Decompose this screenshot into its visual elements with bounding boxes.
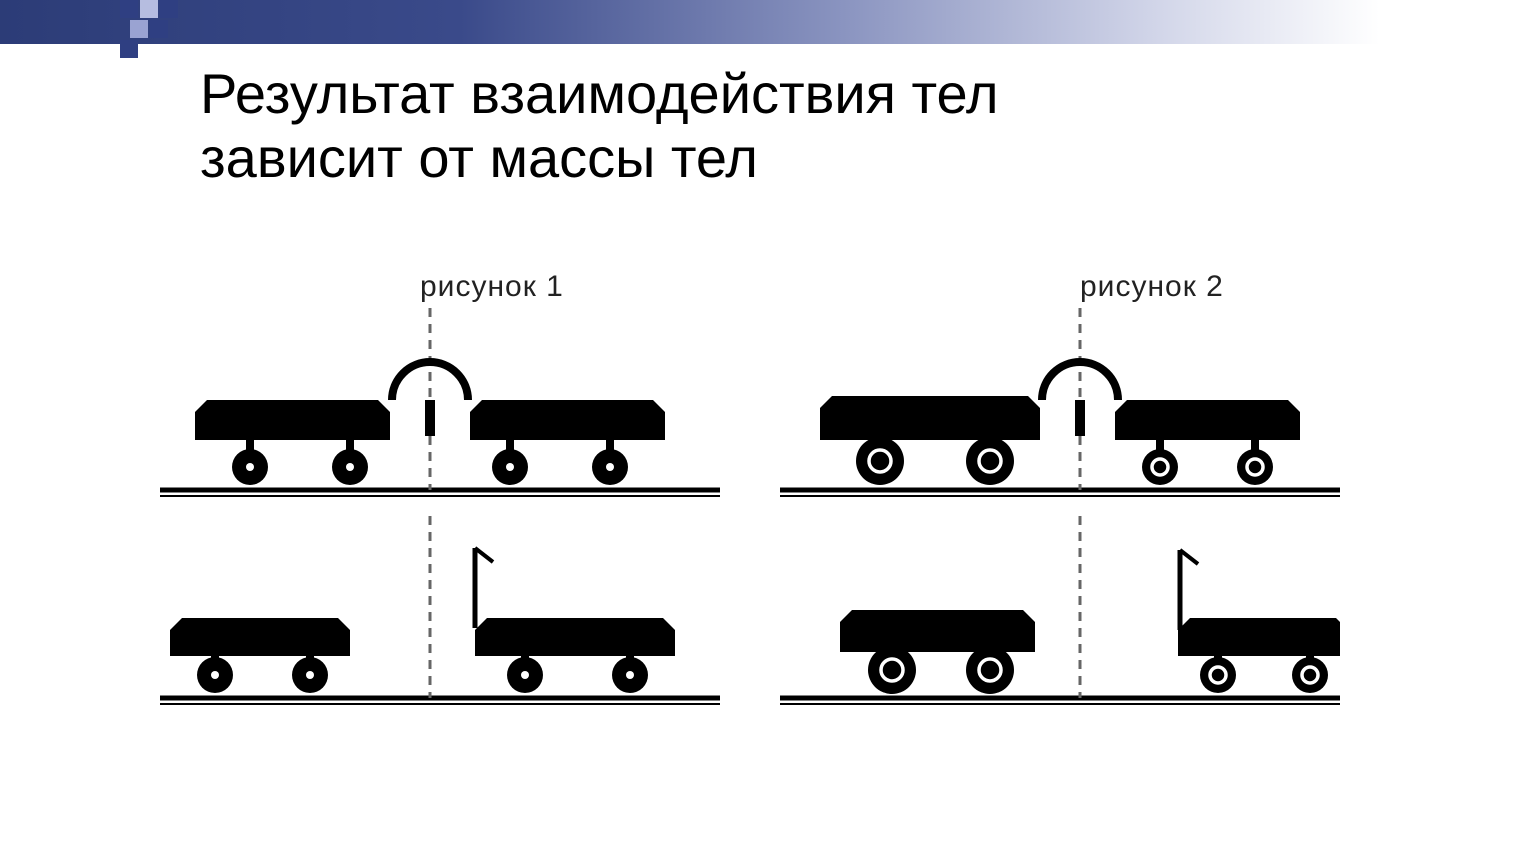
header-gradient-bar	[0, 0, 1533, 44]
figure-2-before-scene	[780, 300, 1340, 500]
header-decorative-squares	[120, 0, 190, 60]
slide-title: Результат взаимодействия тел зависит от …	[200, 62, 1300, 191]
figure-1-after-scene	[160, 508, 720, 708]
figure-1: рисунок 1	[160, 260, 720, 720]
title-line-1: Результат взаимодействия тел	[200, 62, 999, 125]
figure-1-label: рисунок 1	[420, 270, 564, 304]
title-line-2: зависит от массы тел	[200, 126, 758, 189]
figure-2-label: рисунок 2	[1080, 270, 1224, 304]
figures-container: рисунок 1 рисунок 2	[160, 260, 1380, 720]
figure-2-after-scene	[780, 508, 1340, 708]
figure-1-before-scene	[160, 300, 720, 500]
figure-2: рисунок 2	[780, 260, 1340, 720]
